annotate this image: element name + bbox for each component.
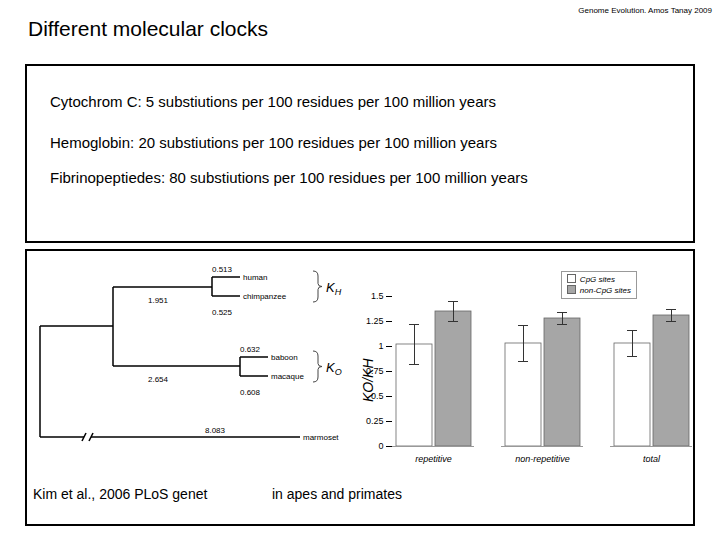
svg-text:1.5: 1.5 — [371, 291, 384, 301]
svg-text:marmoset: marmoset — [303, 433, 339, 442]
svg-text:Hemoglobin: 20 substiutions pe: Hemoglobin: 20 substiutions per 100 resi… — [50, 134, 497, 151]
svg-text:0.25: 0.25 — [366, 416, 384, 426]
svg-text:Genome Evolution. Amos Tanay 2: Genome Evolution. Amos Tanay 2009 — [578, 6, 712, 15]
svg-text:baboon: baboon — [271, 353, 298, 362]
svg-text:0.632: 0.632 — [240, 345, 261, 354]
svg-text:0: 0 — [378, 441, 383, 451]
svg-text:repetitive: repetitive — [415, 454, 452, 464]
svg-text:Kim et al., 2006 PLoS genet: Kim et al., 2006 PLoS genet — [33, 486, 207, 502]
svg-text:in apes and primates: in apes and primates — [272, 486, 402, 502]
svg-text:chimpanzee: chimpanzee — [243, 292, 287, 301]
svg-text:1.951: 1.951 — [148, 296, 169, 305]
svg-text:Different molecular clocks: Different molecular clocks — [28, 17, 268, 40]
svg-text:0.513: 0.513 — [212, 265, 233, 274]
svg-text:2.654: 2.654 — [148, 375, 169, 384]
svg-text:8.083: 8.083 — [205, 426, 226, 435]
svg-text:1.25: 1.25 — [366, 316, 384, 326]
svg-text:human: human — [243, 273, 267, 282]
svg-text:non-repetitive: non-repetitive — [515, 454, 570, 464]
svg-text:1: 1 — [378, 341, 383, 351]
svg-text:Fibrinopeptiedes: 80 substiuti: Fibrinopeptiedes: 80 substiutions per 10… — [50, 169, 528, 186]
svg-text:total: total — [643, 454, 661, 464]
svg-text:0.608: 0.608 — [240, 388, 261, 397]
svg-text:0.525: 0.525 — [212, 308, 233, 317]
svg-text:KH: KH — [326, 280, 342, 297]
svg-text:Cytochrom C: 5 substiutions pe: Cytochrom C: 5 substiutions per 100 resi… — [50, 93, 496, 110]
svg-text:macaque: macaque — [271, 372, 304, 381]
svg-text:KO: KO — [326, 360, 342, 377]
